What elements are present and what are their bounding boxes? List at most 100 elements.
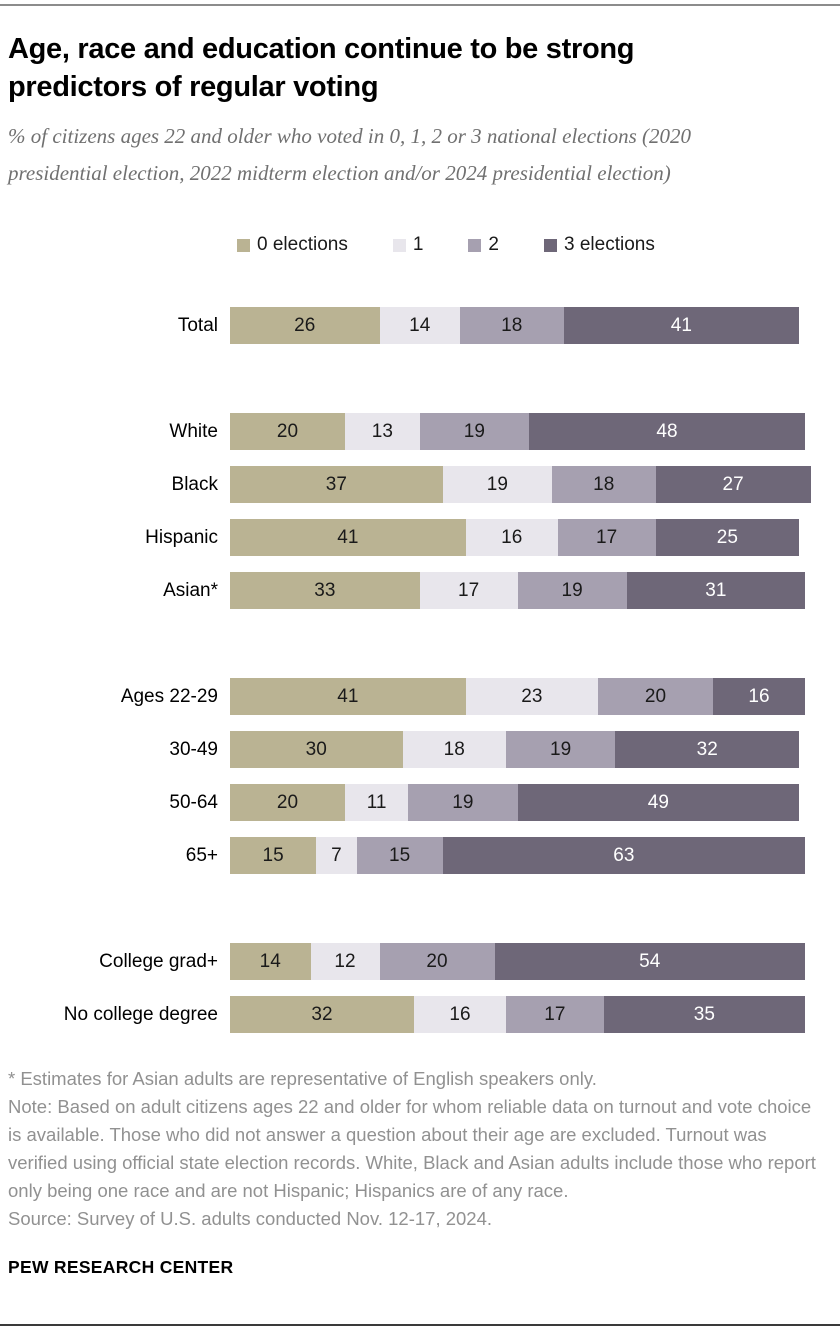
page-title: Age, race and education continue to be s… — [8, 30, 832, 106]
chart-row-white: White 20 13 19 48 — [8, 413, 832, 450]
chart-notes: * Estimates for Asian adults are represe… — [8, 1065, 826, 1233]
stacked-bar: 37 19 18 27 — [230, 466, 811, 503]
row-label: Asian* — [163, 579, 218, 601]
bar-segment-1: 11 — [345, 784, 409, 821]
row-label: 50-64 — [169, 791, 218, 813]
source-note: Source: Survey of U.S. adults conducted … — [8, 1208, 493, 1229]
row-label: No college degree — [63, 1003, 218, 1025]
legend-label: 2 — [488, 234, 499, 255]
bar-segment-2: 15 — [356, 837, 443, 874]
chart-row-asian-: Asian* 33 17 19 31 — [8, 572, 832, 609]
chart-row-ages-22-29: Ages 22-29 41 23 20 16 — [8, 678, 832, 715]
legend-swatch-icon — [392, 238, 406, 252]
row-label: Ages 22-29 — [120, 685, 218, 707]
bar-segment-0-elections: 20 — [230, 413, 345, 450]
bar-segment-1: 19 — [442, 466, 552, 503]
legend-item-0-elections: 0 elections — [237, 234, 348, 256]
chart-row-college-grad-: College grad+ 14 12 20 54 — [8, 943, 832, 980]
legend-label: 1 — [412, 234, 424, 255]
stacked-bar: 15 7 15 63 — [230, 837, 805, 874]
row-label: Black — [171, 473, 218, 495]
bar-segment-2: 18 — [552, 466, 656, 503]
bar-segment-1: 17 — [419, 572, 518, 609]
bar-segment-1: 23 — [465, 678, 598, 715]
legend-item-3-elections: 3 elections — [544, 234, 655, 256]
bar-segment-3-elections: 16 — [713, 678, 805, 715]
chart-row-total: Total 26 14 18 41 — [8, 307, 832, 344]
bar-segment-3-elections: 63 — [442, 837, 805, 874]
row-label: 65+ — [185, 844, 218, 866]
row-label: 30-49 — [169, 738, 218, 760]
page-title-line-2: predictors of regular voting — [8, 71, 379, 103]
chart-legend: 0 elections 1 2 3 elections — [237, 234, 832, 256]
row-label: College grad+ — [99, 950, 218, 972]
pew-research-center-wordmark: PEW RESEARCH CENTER — [8, 1257, 234, 1277]
chart-row-65-: 65+ 15 7 15 63 — [8, 837, 832, 874]
bar-segment-2: 19 — [517, 572, 627, 609]
bar-segment-0-elections: 15 — [230, 837, 317, 874]
row-label: Hispanic — [145, 526, 218, 548]
stacked-bar: 32 16 17 35 — [230, 996, 805, 1033]
bar-segment-1: 16 — [414, 996, 506, 1033]
legend-swatch-icon — [544, 238, 557, 252]
bar-segment-0-elections: 41 — [230, 678, 466, 715]
bar-segment-1: 12 — [310, 943, 380, 980]
bar-segment-2: 17 — [557, 519, 656, 556]
methodology-note: Note: Based on adult citizens ages 22 an… — [8, 1096, 816, 1201]
legend-label: 3 elections — [564, 234, 655, 255]
chart-row-50-64: 50-64 20 11 19 49 — [8, 784, 832, 821]
page: Age, race and education continue to be s… — [0, 30, 840, 1278]
stacked-bar: 26 14 18 41 — [230, 307, 800, 344]
chart-row-no-college-degree: No college degree 32 16 17 35 — [8, 996, 832, 1033]
bar-segment-3-elections: 48 — [529, 413, 805, 450]
stacked-bar: 14 12 20 54 — [230, 943, 805, 980]
stacked-bar: 20 11 19 49 — [230, 784, 800, 821]
stacked-bar: 41 16 17 25 — [230, 519, 800, 556]
bar-segment-0-elections: 20 — [230, 784, 345, 821]
bar-segment-0-elections: 32 — [230, 996, 414, 1033]
bar-segment-2: 19 — [506, 731, 616, 768]
bar-segment-2: 20 — [379, 943, 495, 980]
bar-segment-3-elections: 31 — [626, 572, 805, 609]
page-subtitle: % of citizens ages 22 and older who vote… — [8, 124, 692, 185]
chart-group: White 20 13 19 48 Black 37 19 18 27 Hispanic 41 16 17… — [8, 413, 832, 609]
stacked-bar: 41 23 20 16 — [230, 678, 805, 715]
row-label: White — [169, 420, 218, 442]
bar-segment-0-elections: 26 — [230, 307, 380, 344]
bar-segment-0-elections: 14 — [230, 943, 311, 980]
bar-segment-2: 19 — [408, 784, 518, 821]
bottom-divider — [0, 1324, 840, 1326]
chart-row-hispanic: Hispanic 41 16 17 25 — [8, 519, 832, 556]
bar-segment-1: 18 — [402, 731, 506, 768]
asterisk-note: * Estimates for Asian adults are represe… — [8, 1068, 597, 1089]
legend-item-2: 2 — [468, 234, 499, 256]
bar-segment-2: 18 — [460, 307, 564, 344]
bar-segment-3-elections: 49 — [517, 784, 800, 821]
chart-group: Total 26 14 18 41 — [8, 307, 832, 344]
bar-segment-1: 13 — [345, 413, 420, 450]
bar-segment-2: 20 — [598, 678, 713, 715]
stacked-bar: 30 18 19 32 — [230, 731, 800, 768]
bar-segment-3-elections: 41 — [563, 307, 800, 344]
bar-segment-3-elections: 35 — [603, 996, 805, 1033]
legend-swatch-icon — [468, 238, 482, 252]
chart-row-30-49: 30-49 30 18 19 32 — [8, 731, 832, 768]
bar-segment-1: 7 — [316, 837, 357, 874]
chart-group: College grad+ 14 12 20 54 No college degree 32… — [8, 943, 832, 1033]
legend-swatch-icon — [237, 238, 250, 252]
bar-segment-0-elections: 37 — [230, 466, 443, 503]
chart-group: Ages 22-29 41 23 20 16 30-49 30 18 19 32 50-64 20 11… — [8, 678, 832, 874]
bar-segment-1: 14 — [379, 307, 460, 344]
stacked-bar: 20 13 19 48 — [230, 413, 805, 450]
bar-segment-3-elections: 25 — [655, 519, 800, 556]
bar-segment-3-elections: 54 — [494, 943, 805, 980]
bar-segment-1: 16 — [465, 519, 558, 556]
bar-segment-0-elections: 30 — [230, 731, 403, 768]
bar-segment-3-elections: 27 — [655, 466, 811, 503]
row-label: Total — [177, 314, 218, 336]
legend-label: 0 elections — [257, 234, 348, 255]
stacked-bar: 33 17 19 31 — [230, 572, 805, 609]
bar-segment-2: 17 — [506, 996, 604, 1033]
bar-segment-2: 19 — [419, 413, 529, 450]
chart-rows: Total 26 14 18 41 White 20 13 19 48 Black 37 19 18 27 H… — [8, 307, 832, 1033]
